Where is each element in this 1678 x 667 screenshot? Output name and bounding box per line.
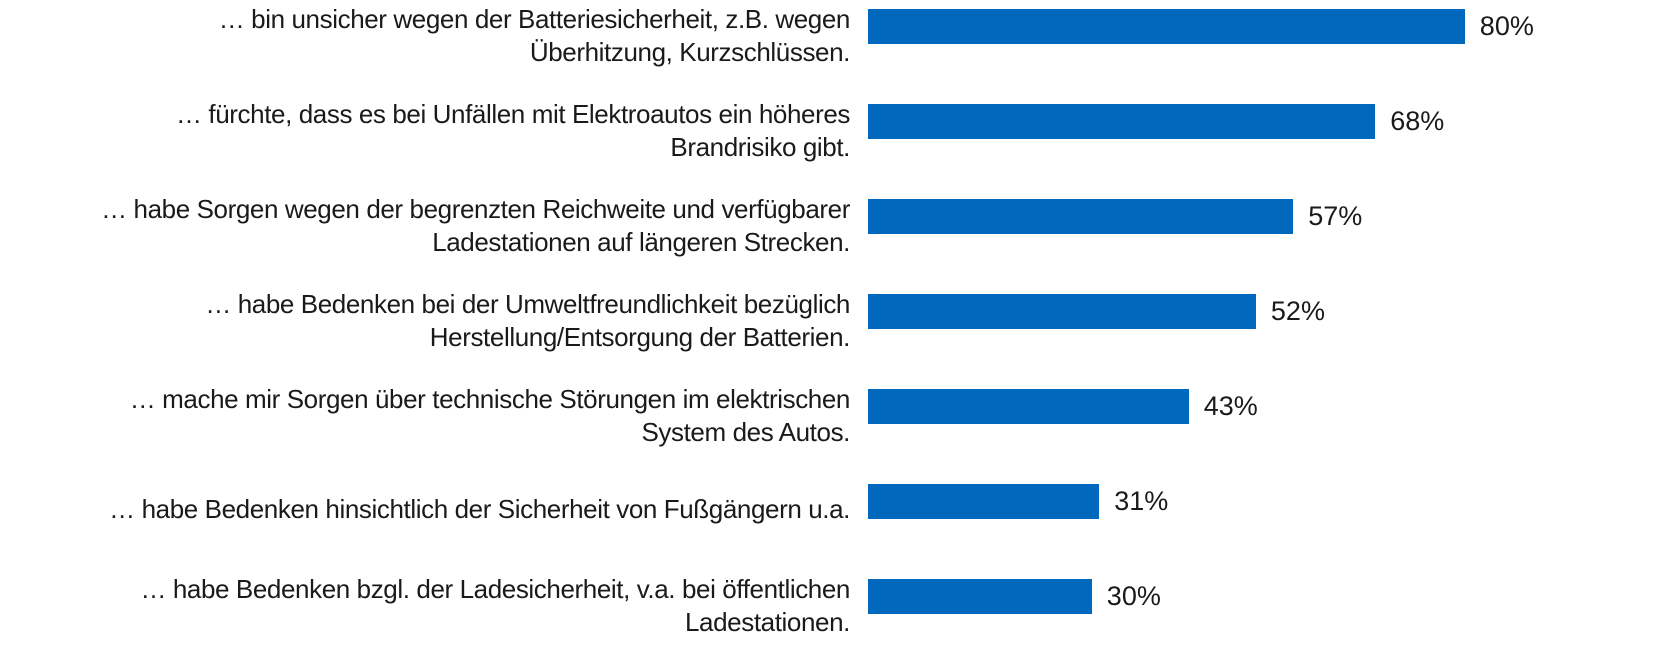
category-label: … habe Bedenken bzgl. der Ladesicherheit… xyxy=(140,574,850,637)
category-label: … bin unsicher wegen der Batteriesicherh… xyxy=(218,4,851,67)
value-label: 30% xyxy=(1106,581,1161,611)
value-label: 43% xyxy=(1203,391,1258,421)
category-label: … habe Bedenken bei der Umweltfreundlich… xyxy=(205,289,850,352)
bar xyxy=(868,9,1465,44)
value-label: 57% xyxy=(1308,201,1363,231)
value-label: 31% xyxy=(1114,486,1169,516)
bar xyxy=(868,579,1092,614)
category-label: … habe Bedenken hinsichtlich der Sicherh… xyxy=(109,494,850,524)
category-label: … fürchte, dass es bei Unfällen mit Elek… xyxy=(175,99,850,162)
bar xyxy=(868,294,1256,329)
bar xyxy=(868,484,1100,519)
value-label: 68% xyxy=(1390,106,1445,136)
bar xyxy=(868,199,1294,234)
bar xyxy=(868,104,1376,139)
value-label: 52% xyxy=(1270,296,1325,326)
bar xyxy=(868,389,1189,424)
category-label: … mache mir Sorgen über technische Störu… xyxy=(129,384,851,447)
category-label: … habe Sorgen wegen der begrenzten Reich… xyxy=(101,194,850,257)
value-label: 80% xyxy=(1479,11,1534,41)
